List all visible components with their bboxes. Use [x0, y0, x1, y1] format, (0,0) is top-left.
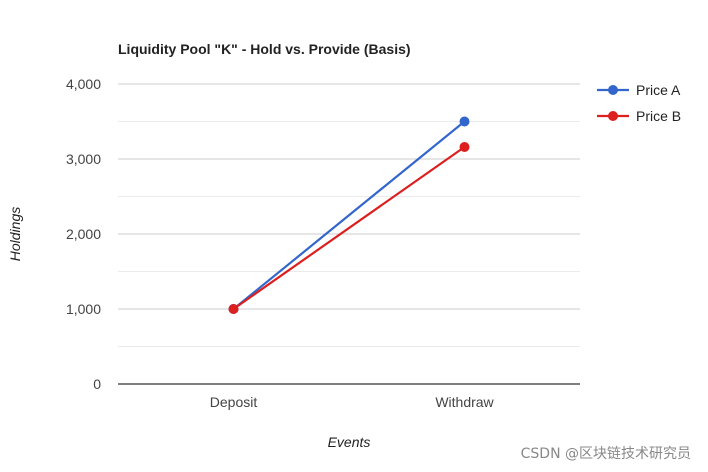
y-tick-label: 4,000: [66, 76, 101, 92]
watermark: CSDN @区块链技术研究员: [521, 446, 691, 462]
data-point: [459, 142, 470, 152]
legend[interactable]: Price A Price B: [597, 82, 681, 124]
y-axis-ticks: 0 1,000 2,000 3,000 4,000: [66, 76, 101, 392]
x-tick-label: Withdraw: [435, 394, 494, 410]
series-line: [232, 120, 466, 310]
y-tick-label: 1,000: [66, 301, 101, 317]
legend-label: Price B: [636, 108, 681, 124]
y-tick-label: 3,000: [66, 151, 101, 167]
x-axis-title: Events: [328, 434, 371, 450]
y-tick-label: 0: [93, 376, 101, 392]
data-point: [228, 304, 239, 314]
legend-item[interactable]: Price B: [597, 108, 681, 124]
gridlines: [118, 83, 580, 347]
legend-swatch-marker: [608, 111, 618, 121]
legend-label: Price A: [636, 82, 681, 98]
data-point: [459, 116, 470, 127]
series-lines: [228, 116, 470, 314]
y-axis-title: Holdings: [7, 207, 23, 261]
series-line: [232, 146, 466, 310]
legend-swatch-marker: [608, 85, 618, 95]
y-tick-label: 2,000: [66, 226, 101, 242]
x-tick-label: Deposit: [210, 394, 258, 410]
chart-title: Liquidity Pool "K" - Hold vs. Provide (B…: [118, 41, 411, 57]
x-axis-ticks: Deposit Withdraw: [210, 394, 495, 410]
legend-item[interactable]: Price A: [597, 82, 681, 98]
